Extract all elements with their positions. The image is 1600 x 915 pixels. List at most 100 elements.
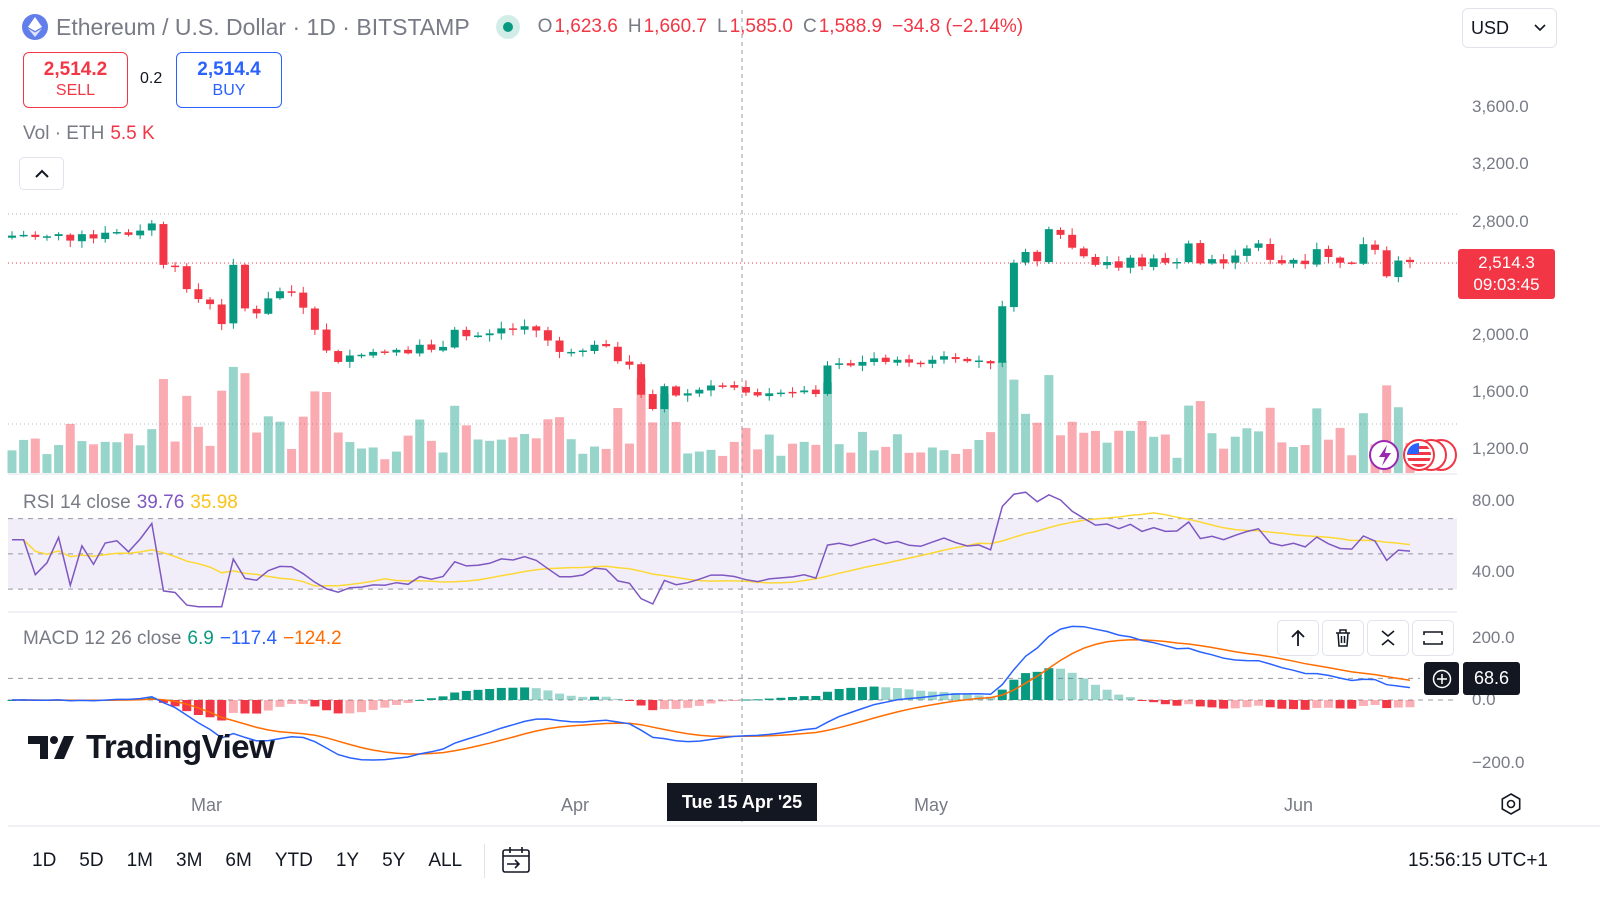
volume-bar <box>741 427 751 473</box>
volume-bar <box>1149 436 1159 473</box>
sell-button[interactable]: 2,514.2 SELL <box>23 52 128 108</box>
volume-bar <box>1195 401 1205 473</box>
macd-histogram-bar <box>1242 700 1252 708</box>
volume-bar <box>496 439 506 473</box>
move-pane-up-button[interactable] <box>1277 620 1319 656</box>
candle-body <box>625 361 634 365</box>
symbol-title[interactable]: Ethereum / U.S. Dollar · 1D · BITSTAMP <box>56 13 470 40</box>
candle-body <box>916 362 925 365</box>
volume-bar <box>531 438 541 473</box>
macd-histogram-bar <box>391 700 401 705</box>
macd-histogram-bar <box>1090 684 1100 700</box>
volume-bar <box>927 447 937 473</box>
date-range-button[interactable] <box>501 846 533 876</box>
volume-bar <box>438 452 448 473</box>
volume-bar <box>869 450 879 473</box>
tradingview-logo[interactable]: TradingView <box>28 728 275 766</box>
volume-bar <box>1393 407 1403 473</box>
collapse-legend-button[interactable] <box>19 157 64 190</box>
candle-body <box>718 385 727 387</box>
candle-body <box>1103 261 1112 266</box>
macd-histogram-bar <box>170 700 180 707</box>
range-ytd-button[interactable]: YTD <box>274 850 313 871</box>
candle-body <box>1371 244 1380 250</box>
event-flags[interactable] <box>1369 439 1457 471</box>
candle-body <box>567 351 576 354</box>
rsi-legend[interactable]: RSI 14 close 39.76 35.98 <box>23 492 238 513</box>
volume-bar <box>718 455 728 473</box>
range-5d-button[interactable]: 5D <box>79 850 104 871</box>
volume-bar <box>391 451 401 473</box>
range-3m-button[interactable]: 3M <box>176 850 203 871</box>
candle-body <box>998 306 1007 363</box>
pane-toolbar <box>1277 620 1454 656</box>
buy-button[interactable]: 2,514.4 BUY <box>176 52 282 108</box>
candle-body <box>427 344 436 350</box>
macd-histogram-bar <box>1137 700 1147 701</box>
range-5y-button[interactable]: 5Y <box>382 850 406 871</box>
volume-bar <box>520 434 530 473</box>
bar-countdown: 09:03:45 <box>1473 275 1540 294</box>
macd-histogram-bar <box>578 696 588 700</box>
timezone-clock[interactable]: 15:56:15 UTC+1 <box>1408 850 1548 871</box>
volume-bar <box>590 446 599 473</box>
range-1y-button[interactable]: 1Y <box>335 850 360 871</box>
candle-body <box>147 223 156 231</box>
macd-histogram-bar <box>1125 697 1135 700</box>
range-1d-button[interactable]: 1D <box>32 850 57 871</box>
delete-pane-button[interactable] <box>1322 620 1364 656</box>
macd-histogram-bar <box>1335 700 1345 709</box>
candle-body <box>299 292 308 308</box>
currency-select[interactable]: USD <box>1462 8 1557 48</box>
range-6m-button[interactable]: 6M <box>225 850 252 871</box>
candle-body <box>1161 257 1170 263</box>
candle-body <box>264 298 273 314</box>
volume-bar <box>997 360 1007 473</box>
candle-body <box>1219 259 1228 264</box>
maximize-pane-button[interactable] <box>1412 620 1454 656</box>
add-plus-button[interactable] <box>1424 662 1459 695</box>
volume-bars <box>7 360 1415 473</box>
macd-histogram-bar <box>951 693 961 700</box>
volume-bar <box>951 453 961 473</box>
symbol-header[interactable]: Ethereum / U.S. Dollar · 1D · BITSTAMP O… <box>22 12 1023 42</box>
candle-body <box>835 363 844 365</box>
volume-bar <box>205 445 215 473</box>
macd-histogram-bar <box>566 695 576 700</box>
candle-body <box>171 265 180 268</box>
macd-histogram-bar <box>881 687 891 700</box>
volume-bar <box>147 429 157 473</box>
plus-circle-icon <box>1432 669 1451 688</box>
candle-body <box>974 360 983 362</box>
volume-bar <box>1230 436 1240 473</box>
price-axis-label: 3,200.0 <box>1472 154 1529 173</box>
candle-body <box>1033 251 1042 262</box>
volume-bar <box>415 419 425 473</box>
macd-histogram-bar <box>916 690 926 700</box>
volume-bar <box>1067 421 1077 473</box>
range-all-button[interactable]: ALL <box>428 850 463 871</box>
volume-bar <box>764 434 774 473</box>
volume-bar <box>1172 457 1182 473</box>
rsi-ma-line <box>12 512 1411 587</box>
macd-histogram-bar <box>508 687 518 700</box>
candle-body <box>707 385 715 391</box>
chart-settings-button[interactable] <box>1497 790 1525 818</box>
volume-bar <box>543 419 553 473</box>
candle-body <box>637 364 646 395</box>
volume-bar <box>986 432 996 473</box>
macd-histogram-bar <box>613 698 623 700</box>
volume-legend[interactable]: Vol · ETH 5.5 K <box>23 123 155 144</box>
macd-legend[interactable]: MACD 12 26 close 6.9 −117.4 −124.2 <box>23 628 342 649</box>
volume-bar <box>683 453 693 473</box>
macd-histogram-bar <box>287 700 297 704</box>
macd-histogram-bar <box>1102 689 1112 700</box>
candle-body <box>287 291 296 293</box>
collapse-pane-button[interactable] <box>1367 620 1409 656</box>
range-1m-button[interactable]: 1M <box>126 850 153 871</box>
macd-histogram-bar <box>333 700 343 714</box>
macd-histogram-bar <box>846 687 856 700</box>
macd-histogram-bar <box>403 700 413 704</box>
rsi-pane <box>8 491 1457 608</box>
